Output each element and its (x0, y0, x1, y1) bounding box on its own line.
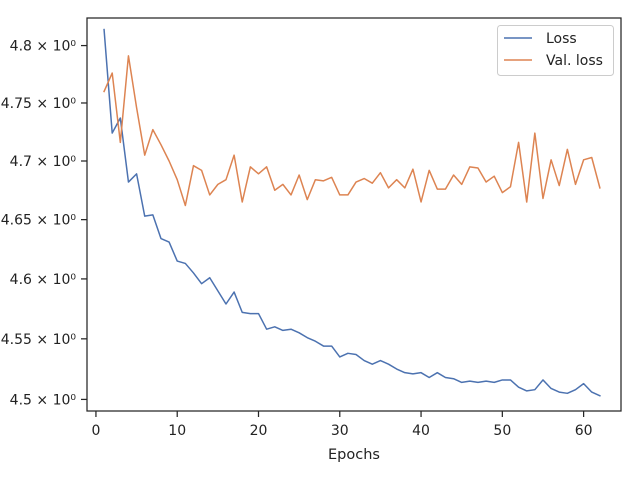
y-tick-label: 4.75 × 10⁰ (1, 96, 77, 112)
series-layer (103, 28, 601, 397)
plot-background (87, 18, 621, 411)
x-axis-label: Epochs (328, 447, 380, 463)
x-tick-label: 40 (412, 423, 430, 439)
series-line-0 (103, 28, 601, 397)
x-tick-label: 50 (493, 423, 511, 439)
plot-area (87, 18, 621, 411)
x-tick-label: 30 (331, 423, 349, 439)
y-tick-label: 4.5 × 10⁰ (10, 392, 77, 408)
y-axis: 4.5 × 10⁰ 4.55 × 10⁰ 4.6 × 10⁰ 4.65 × 10⁰ 4.… (1, 39, 87, 408)
legend-label-0: Loss (546, 31, 577, 47)
y-tick-label: 4.8 × 10⁰ (10, 39, 77, 55)
y-tick-label: 4.6 × 10⁰ (10, 272, 77, 288)
axes-border (86, 17, 622, 412)
x-tick-label: 60 (575, 423, 593, 439)
x-tick-label: 0 (91, 423, 100, 439)
legend: Loss Val. loss (497, 25, 614, 76)
x-axis: 0 10 20 30 40 50 60 (91, 411, 593, 439)
series-line-1 (103, 55, 601, 207)
legend-label-1: Val. loss (546, 53, 603, 69)
x-tick-label: 10 (168, 423, 186, 439)
axes-frame (86, 17, 622, 412)
y-tick-label: 4.55 × 10⁰ (1, 332, 77, 348)
y-tick-label: 4.65 × 10⁰ (1, 213, 77, 229)
y-tick-label: 4.7 × 10⁰ (10, 154, 77, 170)
x-tick-label: 20 (250, 423, 268, 439)
